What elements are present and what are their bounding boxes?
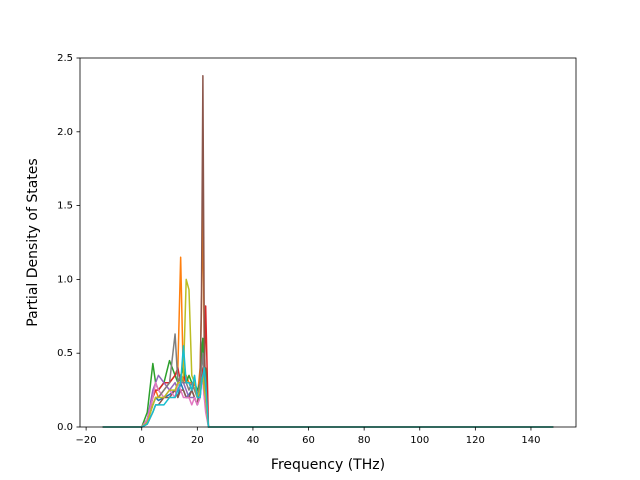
y-tick-label: 2.0	[57, 127, 73, 138]
y-tick-label: 1.5	[57, 201, 73, 212]
y-tick-label: 2.5	[57, 53, 73, 64]
y-tick-label: 1.0	[57, 274, 73, 285]
x-tick-label: 40	[247, 435, 260, 446]
series-line	[102, 197, 554, 428]
x-tick-label: 20	[191, 435, 204, 446]
series-line	[102, 345, 554, 428]
x-tick-label: 60	[302, 435, 315, 446]
x-tick-label: 80	[358, 435, 371, 446]
x-axis-label: Frequency (THz)	[271, 457, 385, 473]
x-tick-label: 120	[466, 435, 485, 446]
x-tick-label: 140	[521, 435, 540, 446]
x-tick-label: −20	[76, 435, 97, 446]
series-line	[102, 305, 554, 428]
series-line	[102, 381, 554, 428]
axes-frame	[79, 57, 577, 428]
x-tick-label: 100	[410, 435, 429, 446]
series-line	[102, 374, 554, 428]
y-axis-label: Partial Density of States	[25, 158, 41, 326]
y-tick-label: 0.0	[57, 422, 73, 433]
series-line	[102, 278, 554, 428]
x-tick-label: 0	[139, 435, 145, 446]
series-line	[102, 333, 554, 428]
y-tick-label: 0.5	[57, 348, 73, 359]
